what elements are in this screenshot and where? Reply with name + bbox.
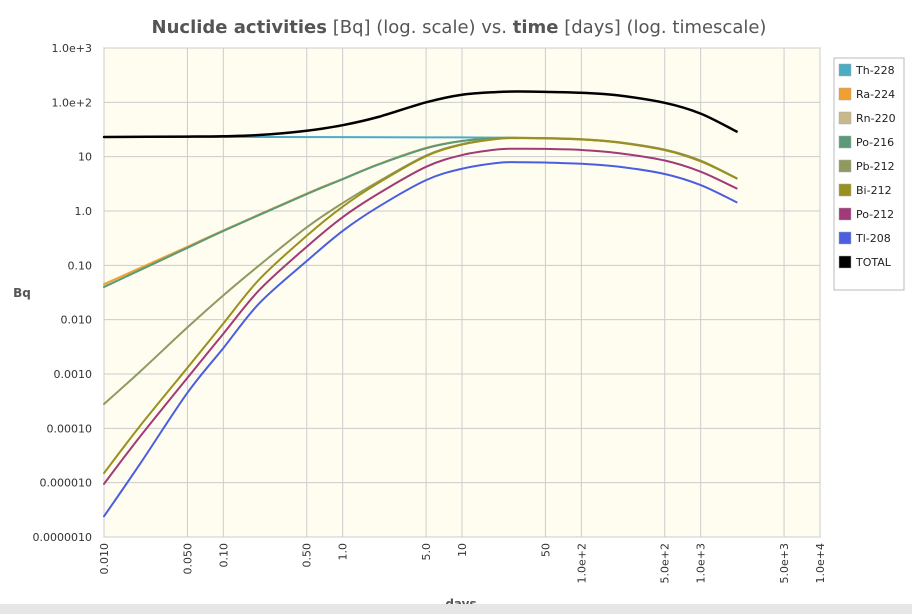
legend-label-total: TOTAL <box>855 256 892 269</box>
x-tick-label: 0.50 <box>301 543 314 568</box>
y-tick-label: 1.0e+3 <box>52 42 92 55</box>
y-tick-label: 0.10 <box>68 259 93 272</box>
title-part: [days] (log. timescale) <box>559 17 767 38</box>
legend-swatch-po-216 <box>838 135 852 149</box>
title-part: time <box>513 17 559 38</box>
x-tick-label: 0.050 <box>181 543 194 575</box>
legend-swatch-bi-212 <box>838 183 852 197</box>
x-tick-label: 5.0e+3 <box>778 543 791 583</box>
footer-strip <box>0 604 912 614</box>
x-tick-label: 5.0 <box>420 543 433 561</box>
x-tick-label: 50 <box>539 543 552 557</box>
x-tick-label: 0.010 <box>98 543 111 575</box>
legend-swatch-tl-208 <box>838 231 852 245</box>
title-part: [Bq] (log. scale) vs. <box>327 17 513 38</box>
legend-swatch-ra-224 <box>838 87 852 101</box>
legend-label-rn-220: Rn-220 <box>856 112 896 125</box>
y-axis-label: Bq <box>13 286 31 300</box>
legend-label-th-228: Th-228 <box>855 64 895 77</box>
x-tick-label: 10 <box>456 543 469 557</box>
grid <box>103 47 821 538</box>
x-tick-label: 1.0e+2 <box>575 543 588 583</box>
series-line-total <box>102 90 738 139</box>
y-tick-label: 0.00010 <box>47 422 93 435</box>
legend-swatch-total <box>838 255 852 269</box>
legend-swatch-rn-220 <box>838 111 852 125</box>
legend: Th-228 Ra-224 Rn-220 Po-216 Pb-212 Bi-212 Po-2… <box>833 57 905 291</box>
series-line-bi-212 <box>103 137 738 475</box>
y-tick-label: 0.000010 <box>40 477 93 490</box>
series-line-tl-208 <box>103 161 738 518</box>
series-group <box>102 90 738 518</box>
y-axis-ticks: 1.0e+3 1.0e+2 10 1.0 0.10 0.010 0.0010 0.00010 0… <box>33 42 93 544</box>
x-axis-ticks: 0.010 0.050 0.10 0.50 1.0 5.0 10 50 1.0e+2 5.0e+2… <box>98 543 827 583</box>
legend-swatch-po-212 <box>838 207 852 221</box>
y-tick-label: 1.0 <box>75 205 93 218</box>
title-part: Nuclide activities <box>152 17 327 38</box>
x-tick-label: 1.0 <box>337 543 350 561</box>
legend-label-po-212: Po-212 <box>856 208 894 221</box>
y-tick-label: 0.0010 <box>54 368 93 381</box>
x-tick-label: 5.0e+2 <box>659 543 672 583</box>
y-tick-label: 0.0000010 <box>33 531 93 544</box>
legend-label-po-216: Po-216 <box>856 136 894 149</box>
legend-label-ra-224: Ra-224 <box>856 88 895 101</box>
x-tick-label: 0.10 <box>217 543 230 568</box>
x-tick-label: 1.0e+3 <box>695 543 708 583</box>
legend-label-bi-212: Bi-212 <box>856 184 892 197</box>
series-line-po-212 <box>103 147 738 485</box>
chart-title: Nuclide activities [Bq] (log. scale) vs.… <box>152 17 767 38</box>
y-tick-label: 1.0e+2 <box>52 96 92 109</box>
legend-label-pb-212: Pb-212 <box>856 160 895 173</box>
legend-swatch-th-228 <box>838 63 852 77</box>
x-tick-label: 1.0e+4 <box>814 543 827 583</box>
y-tick-label: 10 <box>78 151 92 164</box>
y-tick-label: 0.010 <box>61 314 93 327</box>
legend-label-tl-208: Tl-208 <box>855 232 891 245</box>
legend-swatch-pb-212 <box>838 159 852 173</box>
